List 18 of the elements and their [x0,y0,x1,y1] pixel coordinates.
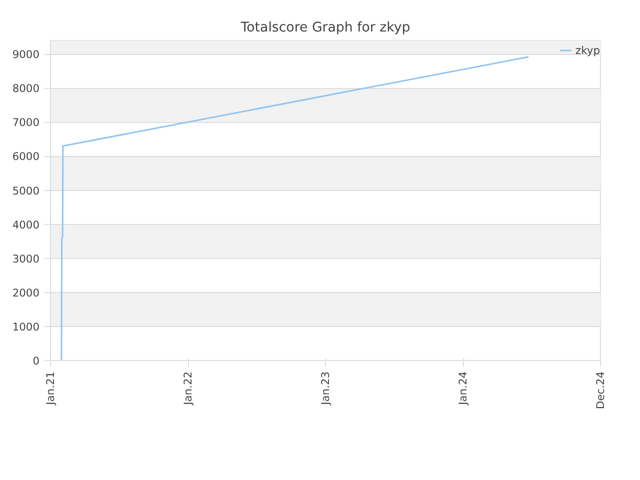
line-series [60,56,530,360]
x-tick-label: Dec.24 [594,371,607,410]
legend-label: zkyp [576,44,600,56]
y-tick-label: 9000 [12,48,40,62]
x-tick-label: Jan.24 [456,371,470,406]
x-tick-label: Jan.23 [319,372,332,406]
y-tick-label: 3000 [12,252,40,266]
x-tick-label: Jan.21 [44,372,57,406]
y-tick-label: 7000 [12,116,40,130]
y-tick-label: 1000 [12,320,40,334]
y-tick-label: 4000 [12,218,40,232]
y-tick-label: 5000 [12,184,40,198]
y-tick-label: 6000 [12,150,40,164]
y-tick-label: 2000 [12,286,40,300]
y-tick-label: 0 [32,354,40,368]
x-tick-label: Jan.22 [182,372,194,406]
y-tick-label: 8000 [12,82,40,96]
chart-title: Totalscore Graph for zkyp [240,20,410,36]
